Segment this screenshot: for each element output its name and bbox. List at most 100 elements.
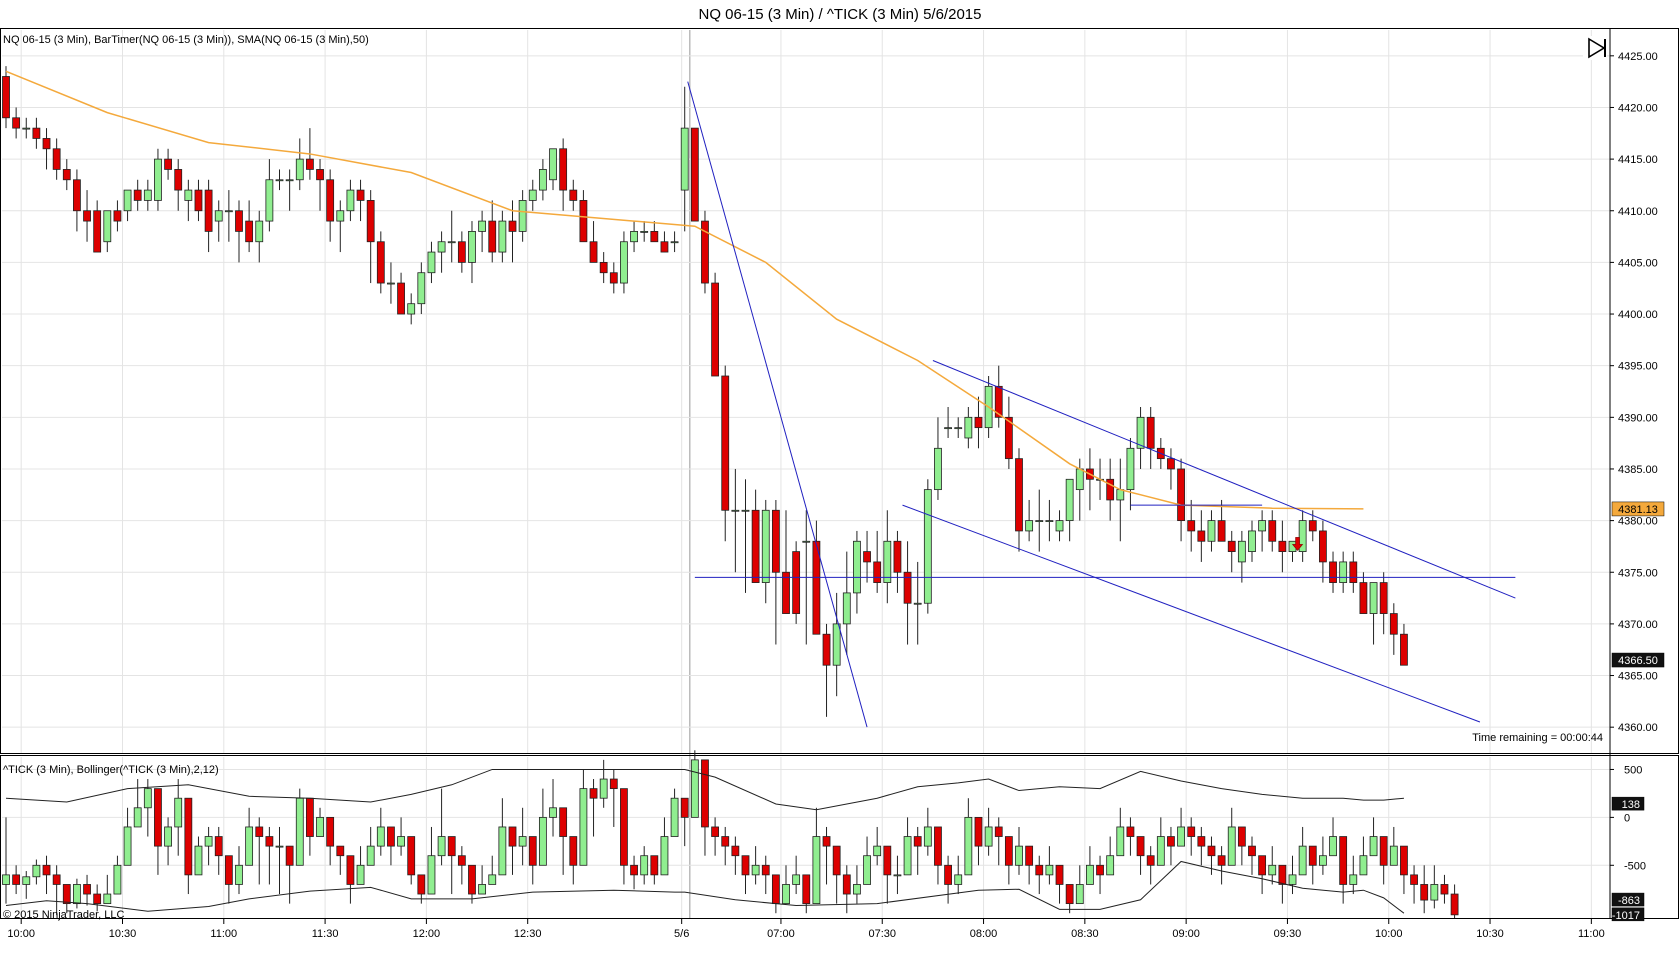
tick-panel (2, 750, 1459, 918)
candle-body (964, 416, 973, 439)
tick-bar-body (984, 826, 993, 847)
tick-bar-body (1116, 826, 1125, 857)
tick-bar-body (42, 864, 51, 876)
candle-body (1167, 458, 1175, 470)
tick-bar (42, 855, 51, 895)
tick-bar (1055, 864, 1064, 904)
candle-body (731, 509, 740, 512)
tick-bar-body (407, 836, 416, 876)
tick-bar (1187, 817, 1196, 856)
tick-bar (83, 874, 91, 906)
tick-bar-body (275, 845, 284, 848)
tick-bar-body (1055, 864, 1064, 885)
candle-body (1035, 520, 1044, 523)
tick-bar (954, 855, 963, 895)
tick-bar-body (255, 826, 264, 837)
candle (690, 127, 699, 222)
candle-body (1237, 540, 1246, 563)
candle-body (83, 210, 91, 222)
candle (1015, 448, 1023, 552)
skip-forward-icon[interactable] (1583, 36, 1607, 60)
candle-body (994, 385, 1003, 418)
tick-bar-body (873, 845, 882, 857)
tick-bar-body (194, 845, 203, 876)
candle-body (326, 179, 335, 222)
tick-bar-body (1308, 845, 1317, 866)
candle-body (265, 179, 274, 222)
candle (214, 200, 223, 242)
tick-bar-body (457, 855, 466, 866)
tick-bar-body (1420, 884, 1429, 901)
candle (741, 479, 750, 593)
tick-bar-body (528, 836, 537, 866)
y-tick-label: 0 (1624, 812, 1630, 824)
candle-body (528, 189, 537, 201)
tick-bar (640, 846, 649, 885)
tick-bar (782, 865, 790, 905)
candle (73, 169, 81, 232)
x-tick-label: 07:30 (868, 928, 896, 940)
tick-bar (1217, 846, 1226, 885)
x-tick-label: 11:00 (1578, 928, 1605, 940)
candle-body (903, 571, 912, 604)
y-tick-label: 4395.00 (1618, 361, 1658, 373)
candle-body (366, 200, 375, 243)
tick-bar-body (245, 826, 254, 866)
candle-body (1004, 416, 1013, 460)
candle-body (609, 272, 618, 284)
candle-body (1136, 416, 1145, 449)
tick-bar-body (326, 816, 335, 847)
y-tick-label: 4400.00 (1618, 309, 1658, 321)
tick-bar (630, 855, 638, 890)
candle (1086, 448, 1094, 511)
candle-body (397, 282, 405, 315)
tick-bar (1268, 846, 1277, 885)
tick-bar (1349, 855, 1358, 895)
trend-line (902, 504, 1481, 723)
price-tag-label: 4366.50 (1618, 655, 1658, 667)
candle (194, 179, 203, 222)
candle (42, 128, 51, 170)
candle (1248, 520, 1256, 562)
candle-body (346, 189, 355, 212)
tick-bar-body (295, 797, 304, 866)
x-tick-label: 11:30 (312, 928, 339, 940)
candle-body (1369, 582, 1378, 614)
tick-bar-body (1106, 855, 1115, 876)
candle (842, 551, 851, 655)
candle-body (1319, 530, 1327, 563)
tick-bar-body (1237, 826, 1246, 847)
candle-body (1268, 520, 1277, 542)
tick-bar-body (1197, 836, 1206, 847)
tick-bar (883, 845, 892, 904)
tick-bar-body (184, 797, 193, 876)
tick-bar (326, 816, 335, 866)
y-tick-label: 4390.00 (1618, 412, 1658, 424)
candle (1136, 406, 1145, 469)
candle-body (630, 231, 638, 243)
candle (670, 231, 679, 253)
tick-bar (792, 855, 801, 895)
y-tick-label: 4380.00 (1618, 516, 1658, 528)
candle (1126, 437, 1135, 511)
tick-bar-body (204, 836, 213, 847)
candle-body (1389, 613, 1398, 635)
tick-bar (62, 884, 71, 914)
x-tick-label: 5/6 (674, 928, 689, 940)
tick-bar-body (498, 826, 507, 876)
tick-bar-body (620, 788, 628, 866)
candle-body (376, 241, 385, 284)
candle (994, 365, 1003, 428)
candle-body (761, 509, 770, 583)
candle (711, 272, 719, 377)
bar-timer-text: Time remaining = 00:00:44 (1472, 732, 1603, 744)
tick-bar-body (1167, 836, 1175, 847)
candle (437, 231, 446, 273)
candle-body (103, 210, 112, 243)
tick-bar (903, 817, 912, 876)
tick-bar-body (336, 845, 345, 857)
tick-bar-body (1410, 874, 1418, 885)
candle (275, 169, 284, 191)
tick-bar-body (12, 874, 21, 885)
candle-body (468, 231, 476, 263)
